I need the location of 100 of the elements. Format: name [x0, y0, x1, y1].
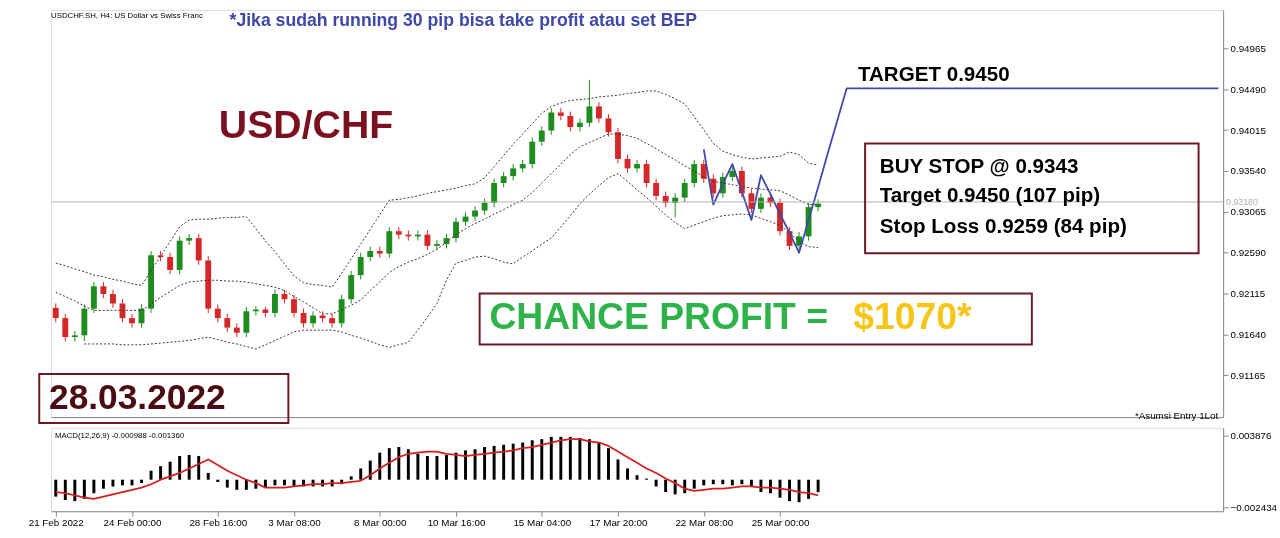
bar: [587, 439, 591, 480]
x-tick-label: 25 Mar 00:00: [751, 517, 810, 529]
bar: [63, 479, 67, 500]
candlestick: [129, 313, 135, 329]
annotation: BUY STOP @ 0.9343: [879, 153, 1079, 177]
bar: [740, 479, 744, 485]
bar: [406, 449, 410, 480]
bar: [464, 450, 467, 480]
bar: [568, 436, 572, 480]
candlestick: [491, 178, 498, 208]
bar: [378, 452, 382, 480]
annotation: *Jika sudah running 30 pip bisa take profit atau set BEP: [229, 9, 698, 30]
bar: [483, 447, 487, 480]
x-tick-label: 22 Mar 08:00: [675, 517, 734, 529]
bar: [511, 443, 515, 480]
x-tick-label: 3 Mar 08:00: [268, 517, 322, 529]
candlestick: [691, 159, 698, 188]
annotation: MACD(12,26,9) -0.000988 -0.001360: [54, 430, 185, 440]
line-series: [702, 87, 1220, 254]
bar: [626, 468, 629, 480]
y-tick-label: 0.94965: [1230, 42, 1267, 54]
bar: [578, 438, 582, 480]
annotation: CHANCE PROFIT =: [489, 294, 828, 337]
candlestick: [90, 281, 97, 314]
x-tick-label: 17 Mar 20:00: [589, 517, 648, 529]
bar: [721, 479, 725, 485]
bar: [206, 472, 210, 480]
candlestick: [681, 178, 688, 203]
bar: [54, 479, 58, 497]
candlestick: [195, 233, 202, 266]
line-series: [55, 90, 819, 288]
candlestick: [567, 111, 574, 132]
bar: [797, 479, 801, 503]
bar: [597, 442, 601, 480]
bar: [187, 454, 191, 480]
candlestick: [643, 159, 650, 188]
candlestick: [538, 125, 545, 147]
candlestick: [700, 159, 707, 184]
bar: [168, 461, 172, 480]
y-tick-label: 0.93065: [1230, 206, 1267, 218]
candlestick: [596, 101, 602, 124]
candlestick: [62, 313, 69, 342]
bar: [807, 479, 811, 499]
x-tick-label: 24 Feb 00:00: [103, 517, 162, 529]
candlestick: [110, 289, 116, 309]
candlestick: [453, 216, 459, 243]
bar: [816, 479, 820, 493]
bar: [149, 470, 153, 480]
bar: [197, 456, 201, 480]
bar: [492, 445, 496, 480]
y-tick-label: 0.91640: [1230, 328, 1267, 340]
bar: [540, 439, 544, 480]
candlestick: [548, 107, 555, 136]
bar: [473, 449, 477, 480]
bar: [225, 479, 229, 488]
annotation: $1070*: [853, 294, 972, 337]
bar: [159, 466, 163, 480]
annotation: Target 0.9450 (107 pip): [879, 183, 1101, 207]
ref-line-label: 0.93180: [1226, 196, 1259, 207]
candlestick: [167, 252, 174, 275]
annotation: 28.03.2022: [49, 377, 226, 417]
bar: [521, 442, 525, 480]
bar: [759, 479, 763, 493]
bar: [111, 479, 115, 487]
x-tick-label: 10 Mar 16:00: [427, 517, 486, 529]
candlestick: [424, 229, 431, 251]
bar: [359, 468, 363, 480]
candlestick: [434, 239, 440, 251]
candlestick: [224, 313, 231, 333]
bar: [559, 436, 563, 480]
x-tick-label: 28 Feb 16:00: [189, 517, 248, 529]
candlestick: [357, 252, 364, 280]
bar: [235, 479, 239, 490]
bar: [788, 479, 791, 502]
annotation: USDCHF.SH, H4: US Dollar vs Swiss Franc: [51, 10, 203, 20]
bar: [549, 436, 553, 480]
candlestick: [52, 303, 59, 323]
candlestick: [576, 117, 583, 132]
x-tick-label: 21 Feb 2022: [28, 517, 84, 529]
bar: [607, 448, 610, 480]
candlestick: [386, 226, 393, 259]
annotation: TARGET 0.9450: [857, 61, 1010, 85]
bar: [178, 456, 182, 480]
bar: [425, 456, 429, 480]
bar: [416, 453, 420, 480]
bar: [692, 479, 696, 489]
annotation: Stop Loss 0.9259 (84 pip): [879, 213, 1127, 237]
bar: [349, 476, 353, 480]
candlestick: [329, 313, 336, 329]
line-series: [54, 438, 819, 500]
text: USD/CHF: [218, 101, 394, 146]
x-tick-label: 8 Mar 00:00: [354, 517, 407, 529]
x-tick-label: 15 Mar 04:00: [513, 517, 572, 529]
candlestick: [586, 79, 593, 128]
candlestick: [272, 289, 278, 318]
bar: [92, 479, 96, 494]
y-tick-label: 0.91165: [1230, 369, 1266, 381]
y-tick-label: 0.92590: [1230, 247, 1267, 259]
candlestick: [529, 136, 536, 169]
bar: [397, 447, 401, 480]
